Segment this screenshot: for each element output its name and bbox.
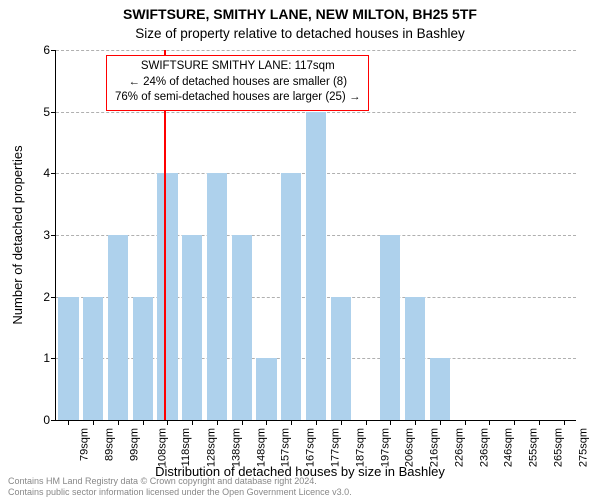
- xtick-label: 148sqm: [255, 428, 267, 467]
- xtick-label: 226sqm: [453, 428, 465, 467]
- bar: [331, 297, 351, 420]
- xtick-mark: [564, 420, 565, 425]
- gridline: [56, 50, 576, 51]
- xtick-label: 99sqm: [128, 428, 140, 461]
- xtick-label: 128sqm: [206, 428, 218, 467]
- xtick-label: 216sqm: [429, 428, 441, 467]
- ytick-label: 4: [43, 166, 50, 180]
- xtick-mark: [266, 420, 267, 425]
- xtick-label: 206sqm: [404, 428, 416, 467]
- bar: [306, 112, 326, 420]
- xtick-label: 157sqm: [280, 428, 292, 467]
- ytick-label: 1: [43, 351, 50, 365]
- bar: [83, 297, 103, 420]
- info-box-line: SWIFTSURE SMITHY LANE: 117sqm: [115, 59, 360, 75]
- ytick-mark: [51, 420, 56, 421]
- footer-line-2: Contains public sector information licen…: [8, 487, 352, 497]
- xtick-mark: [539, 420, 540, 425]
- xtick-mark: [514, 420, 515, 425]
- bar: [380, 235, 400, 420]
- ytick-mark: [51, 112, 56, 113]
- xtick-label: 275sqm: [577, 428, 589, 467]
- y-axis-label: Number of detached properties: [10, 145, 25, 324]
- ytick-label: 6: [43, 43, 50, 57]
- bar: [430, 358, 450, 420]
- xtick-label: 118sqm: [181, 428, 193, 466]
- info-box-line: ← 24% of detached houses are smaller (8): [115, 75, 360, 91]
- xtick-label: 79sqm: [79, 428, 91, 461]
- chart-title-sub: Size of property relative to detached ho…: [0, 26, 600, 41]
- bar: [182, 235, 202, 420]
- footer-attribution: Contains HM Land Registry data © Crown c…: [8, 476, 352, 497]
- xtick-mark: [167, 420, 168, 425]
- xtick-mark: [118, 420, 119, 425]
- xtick-mark: [68, 420, 69, 425]
- ytick-mark: [51, 297, 56, 298]
- bar: [232, 235, 252, 420]
- xtick-label: 236sqm: [478, 428, 490, 467]
- xtick-mark: [341, 420, 342, 425]
- xtick-mark: [390, 420, 391, 425]
- xtick-label: 265sqm: [552, 428, 564, 467]
- footer-line-1: Contains HM Land Registry data © Crown c…: [8, 476, 352, 486]
- xtick-mark: [93, 420, 94, 425]
- xtick-label: 187sqm: [354, 428, 366, 467]
- xtick-label: 197sqm: [379, 428, 391, 467]
- xtick-label: 138sqm: [231, 428, 243, 467]
- xtick-mark: [440, 420, 441, 425]
- ytick-label: 5: [43, 105, 50, 119]
- ytick-label: 3: [43, 228, 50, 242]
- xtick-label: 108sqm: [156, 428, 168, 467]
- ytick-mark: [51, 235, 56, 236]
- xtick-mark: [465, 420, 466, 425]
- xtick-mark: [415, 420, 416, 425]
- ytick-mark: [51, 173, 56, 174]
- bar: [256, 358, 276, 420]
- xtick-label: 255sqm: [528, 428, 540, 467]
- ytick-mark: [51, 358, 56, 359]
- xtick-mark: [242, 420, 243, 425]
- ytick-label: 0: [43, 413, 50, 427]
- xtick-label: 167sqm: [305, 428, 317, 467]
- ytick-mark: [51, 50, 56, 51]
- xtick-label: 89sqm: [104, 428, 116, 461]
- chart-title-main: SWIFTSURE, SMITHY LANE, NEW MILTON, BH25…: [0, 6, 600, 22]
- xtick-mark: [217, 420, 218, 425]
- xtick-mark: [143, 420, 144, 425]
- bar: [58, 297, 78, 420]
- ytick-label: 2: [43, 290, 50, 304]
- xtick-mark: [489, 420, 490, 425]
- xtick-label: 177sqm: [330, 428, 342, 467]
- bar: [405, 297, 425, 420]
- xtick-mark: [366, 420, 367, 425]
- xtick-mark: [316, 420, 317, 425]
- xtick-label: 246sqm: [503, 428, 515, 467]
- bar: [157, 173, 177, 420]
- xtick-mark: [291, 420, 292, 425]
- info-box-line: 76% of semi-detached houses are larger (…: [115, 90, 360, 106]
- bar: [281, 173, 301, 420]
- bar: [133, 297, 153, 420]
- chart-container: SWIFTSURE, SMITHY LANE, NEW MILTON, BH25…: [0, 0, 600, 500]
- reference-info-box: SWIFTSURE SMITHY LANE: 117sqm← 24% of de…: [106, 55, 369, 111]
- xtick-mark: [192, 420, 193, 425]
- bar: [108, 235, 128, 420]
- bar: [207, 173, 227, 420]
